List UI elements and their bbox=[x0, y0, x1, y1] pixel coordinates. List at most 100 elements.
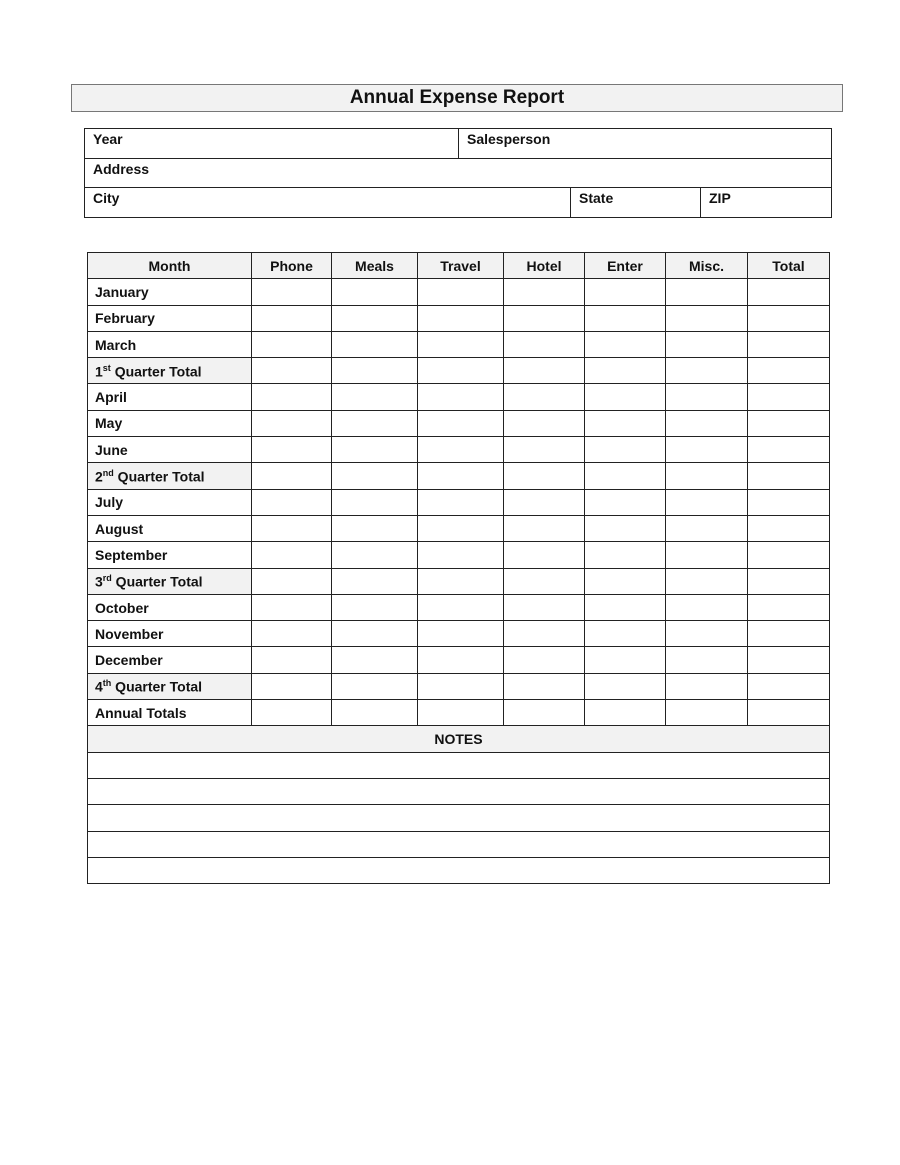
amount-cell-phone[interactable] bbox=[251, 304, 332, 332]
amount-cell-travel[interactable] bbox=[417, 514, 504, 543]
amount-cell-hotel[interactable] bbox=[503, 541, 585, 569]
amount-cell-total[interactable] bbox=[747, 409, 830, 438]
amount-cell-travel[interactable] bbox=[417, 488, 504, 516]
amount-cell-travel[interactable] bbox=[417, 541, 504, 569]
amount-cell-travel[interactable] bbox=[417, 646, 504, 674]
amount-cell-meals[interactable] bbox=[331, 514, 418, 543]
amount-cell-total[interactable] bbox=[747, 646, 830, 674]
amount-cell-enter[interactable] bbox=[584, 593, 666, 622]
amount-cell-enter[interactable] bbox=[584, 278, 666, 306]
amount-cell-meals[interactable] bbox=[331, 620, 418, 648]
amount-cell-travel[interactable] bbox=[417, 304, 504, 332]
amount-cell-enter[interactable] bbox=[584, 436, 666, 464]
amount-cell-misc[interactable] bbox=[665, 541, 748, 569]
amount-cell-total[interactable] bbox=[747, 541, 830, 569]
amount-cell-hotel[interactable] bbox=[503, 330, 585, 359]
amount-cell-travel[interactable] bbox=[417, 567, 504, 595]
amount-cell-total[interactable] bbox=[747, 514, 830, 543]
amount-cell-hotel[interactable] bbox=[503, 278, 585, 306]
amount-cell-phone[interactable] bbox=[251, 646, 332, 674]
amount-cell-travel[interactable] bbox=[417, 672, 504, 701]
amount-cell-enter[interactable] bbox=[584, 646, 666, 674]
amount-cell-misc[interactable] bbox=[665, 304, 748, 332]
amount-cell-misc[interactable] bbox=[665, 646, 748, 674]
address-field[interactable]: Address bbox=[85, 159, 831, 188]
amount-cell-phone[interactable] bbox=[251, 672, 332, 701]
amount-cell-meals[interactable] bbox=[331, 541, 418, 569]
amount-cell-total[interactable] bbox=[747, 699, 830, 727]
amount-cell-misc[interactable] bbox=[665, 620, 748, 648]
amount-cell-total[interactable] bbox=[747, 278, 830, 306]
state-field[interactable]: State bbox=[571, 188, 701, 217]
amount-cell-total[interactable] bbox=[747, 383, 830, 411]
amount-cell-hotel[interactable] bbox=[503, 436, 585, 464]
amount-cell-total[interactable] bbox=[747, 488, 830, 516]
amount-cell-travel[interactable] bbox=[417, 330, 504, 359]
amount-cell-meals[interactable] bbox=[331, 357, 418, 385]
amount-cell-hotel[interactable] bbox=[503, 672, 585, 701]
amount-cell-misc[interactable] bbox=[665, 278, 748, 306]
amount-cell-phone[interactable] bbox=[251, 567, 332, 595]
amount-cell-travel[interactable] bbox=[417, 593, 504, 622]
amount-cell-travel[interactable] bbox=[417, 436, 504, 464]
amount-cell-hotel[interactable] bbox=[503, 409, 585, 438]
amount-cell-misc[interactable] bbox=[665, 383, 748, 411]
amount-cell-phone[interactable] bbox=[251, 514, 332, 543]
amount-cell-enter[interactable] bbox=[584, 357, 666, 385]
amount-cell-travel[interactable] bbox=[417, 383, 504, 411]
amount-cell-meals[interactable] bbox=[331, 567, 418, 595]
amount-cell-hotel[interactable] bbox=[503, 383, 585, 411]
amount-cell-misc[interactable] bbox=[665, 462, 748, 490]
amount-cell-total[interactable] bbox=[747, 620, 830, 648]
amount-cell-enter[interactable] bbox=[584, 541, 666, 569]
amount-cell-enter[interactable] bbox=[584, 330, 666, 359]
amount-cell-misc[interactable] bbox=[665, 409, 748, 438]
amount-cell-hotel[interactable] bbox=[503, 462, 585, 490]
amount-cell-meals[interactable] bbox=[331, 436, 418, 464]
amount-cell-meals[interactable] bbox=[331, 304, 418, 332]
amount-cell-hotel[interactable] bbox=[503, 357, 585, 385]
amount-cell-total[interactable] bbox=[747, 462, 830, 490]
amount-cell-phone[interactable] bbox=[251, 383, 332, 411]
amount-cell-meals[interactable] bbox=[331, 278, 418, 306]
amount-cell-phone[interactable] bbox=[251, 357, 332, 385]
notes-input[interactable] bbox=[87, 830, 830, 858]
amount-cell-hotel[interactable] bbox=[503, 514, 585, 543]
amount-cell-hotel[interactable] bbox=[503, 304, 585, 332]
amount-cell-total[interactable] bbox=[747, 567, 830, 595]
amount-cell-enter[interactable] bbox=[584, 672, 666, 701]
amount-cell-meals[interactable] bbox=[331, 699, 418, 727]
amount-cell-travel[interactable] bbox=[417, 699, 504, 727]
amount-cell-phone[interactable] bbox=[251, 620, 332, 648]
amount-cell-misc[interactable] bbox=[665, 330, 748, 359]
amount-cell-hotel[interactable] bbox=[503, 699, 585, 727]
amount-cell-phone[interactable] bbox=[251, 278, 332, 306]
amount-cell-hotel[interactable] bbox=[503, 593, 585, 622]
amount-cell-meals[interactable] bbox=[331, 646, 418, 674]
amount-cell-misc[interactable] bbox=[665, 672, 748, 701]
amount-cell-misc[interactable] bbox=[665, 514, 748, 543]
amount-cell-phone[interactable] bbox=[251, 593, 332, 622]
amount-cell-meals[interactable] bbox=[331, 488, 418, 516]
amount-cell-travel[interactable] bbox=[417, 357, 504, 385]
amount-cell-misc[interactable] bbox=[665, 593, 748, 622]
amount-cell-enter[interactable] bbox=[584, 409, 666, 438]
notes-input[interactable] bbox=[87, 804, 830, 832]
amount-cell-total[interactable] bbox=[747, 672, 830, 701]
amount-cell-travel[interactable] bbox=[417, 409, 504, 438]
notes-input[interactable] bbox=[87, 856, 830, 885]
amount-cell-total[interactable] bbox=[747, 330, 830, 359]
amount-cell-hotel[interactable] bbox=[503, 488, 585, 516]
amount-cell-total[interactable] bbox=[747, 593, 830, 622]
amount-cell-enter[interactable] bbox=[584, 383, 666, 411]
amount-cell-meals[interactable] bbox=[331, 462, 418, 490]
amount-cell-misc[interactable] bbox=[665, 567, 748, 595]
amount-cell-meals[interactable] bbox=[331, 672, 418, 701]
amount-cell-total[interactable] bbox=[747, 436, 830, 464]
amount-cell-enter[interactable] bbox=[584, 462, 666, 490]
amount-cell-hotel[interactable] bbox=[503, 646, 585, 674]
amount-cell-phone[interactable] bbox=[251, 541, 332, 569]
city-field[interactable]: City bbox=[85, 188, 571, 217]
amount-cell-travel[interactable] bbox=[417, 278, 504, 306]
amount-cell-meals[interactable] bbox=[331, 409, 418, 438]
